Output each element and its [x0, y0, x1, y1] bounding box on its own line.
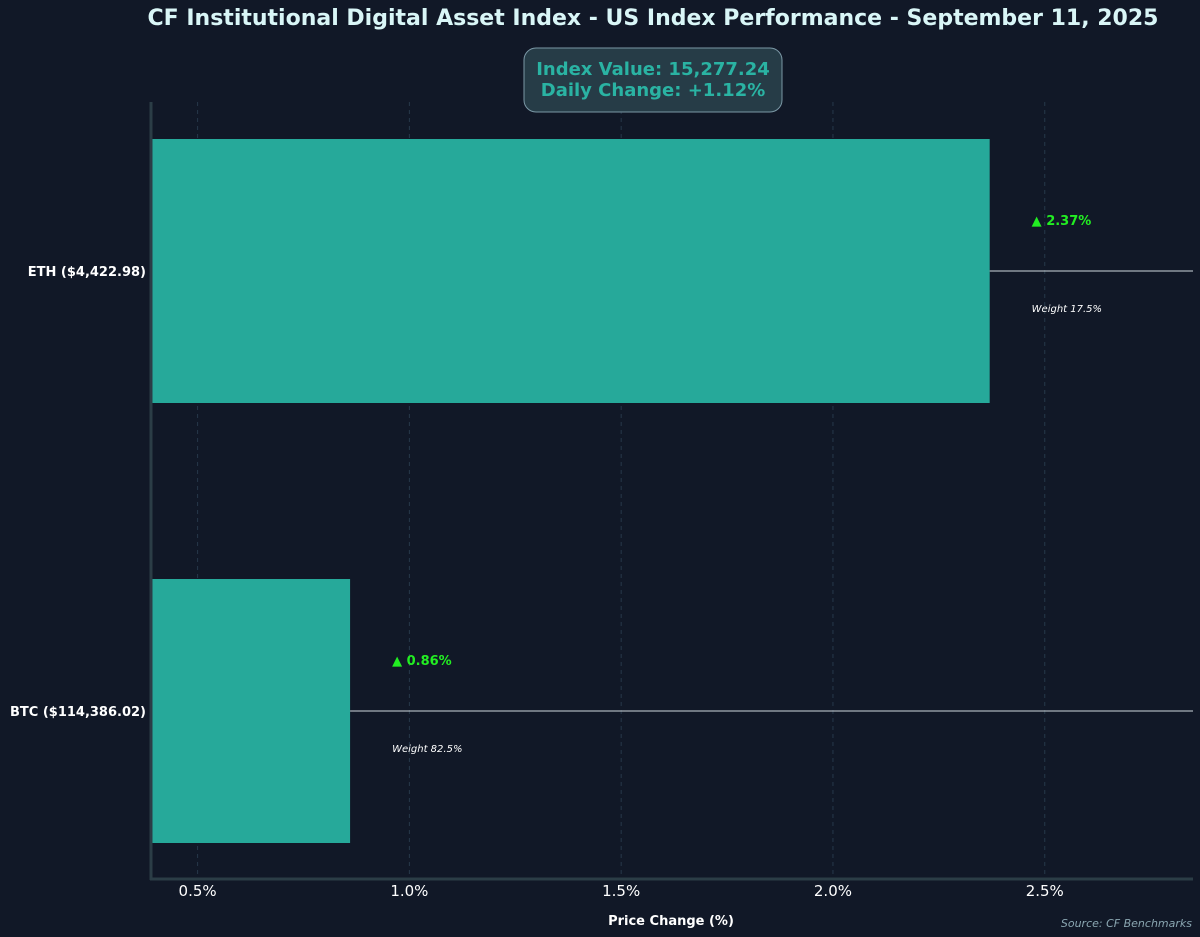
x-tick-label: 2.5% — [1026, 882, 1064, 900]
weight-label: Weight 82.5% — [392, 744, 462, 755]
x-axis-label: Price Change (%) — [608, 914, 734, 929]
info-box: Index Value: 15,277.24 Daily Change: +1.… — [523, 47, 783, 113]
weight-label: Weight 17.5% — [1032, 304, 1102, 315]
x-tick-label: 1.5% — [602, 882, 640, 900]
change-label: ▲ 0.86% — [392, 654, 452, 669]
info-box-frame — [523, 47, 783, 113]
bars — [152, 139, 990, 843]
y-tick-label: ETH ($4,422.98) — [28, 265, 146, 280]
x-tick-labels: 0.5% 1.0% 1.5% 2.0% 2.5% — [179, 882, 1064, 900]
index-value-text: Index Value: 15,277.24 — [536, 59, 770, 80]
value-labels: ▲ 2.37% Weight 17.5% ▲ 0.86% Weight 82.5% — [392, 214, 1102, 755]
source-note: Source: CF Benchmarks — [1061, 917, 1192, 930]
y-tick-label: BTC ($114,386.02) — [10, 705, 146, 720]
bar — [152, 579, 351, 843]
x-tick-label: 2.0% — [814, 882, 852, 900]
x-tick-label: 1.0% — [390, 882, 428, 900]
y-tick-labels: ETH ($4,422.98) BTC ($114,386.02) — [10, 265, 146, 720]
bar — [152, 139, 990, 403]
daily-change-text: Daily Change: +1.12% — [541, 80, 766, 101]
reference-lines — [350, 270, 1193, 712]
change-label: ▲ 2.37% — [1032, 214, 1092, 229]
chart-title: CF Institutional Digital Asset Index - U… — [148, 6, 1159, 31]
x-tick-label: 0.5% — [179, 882, 217, 900]
